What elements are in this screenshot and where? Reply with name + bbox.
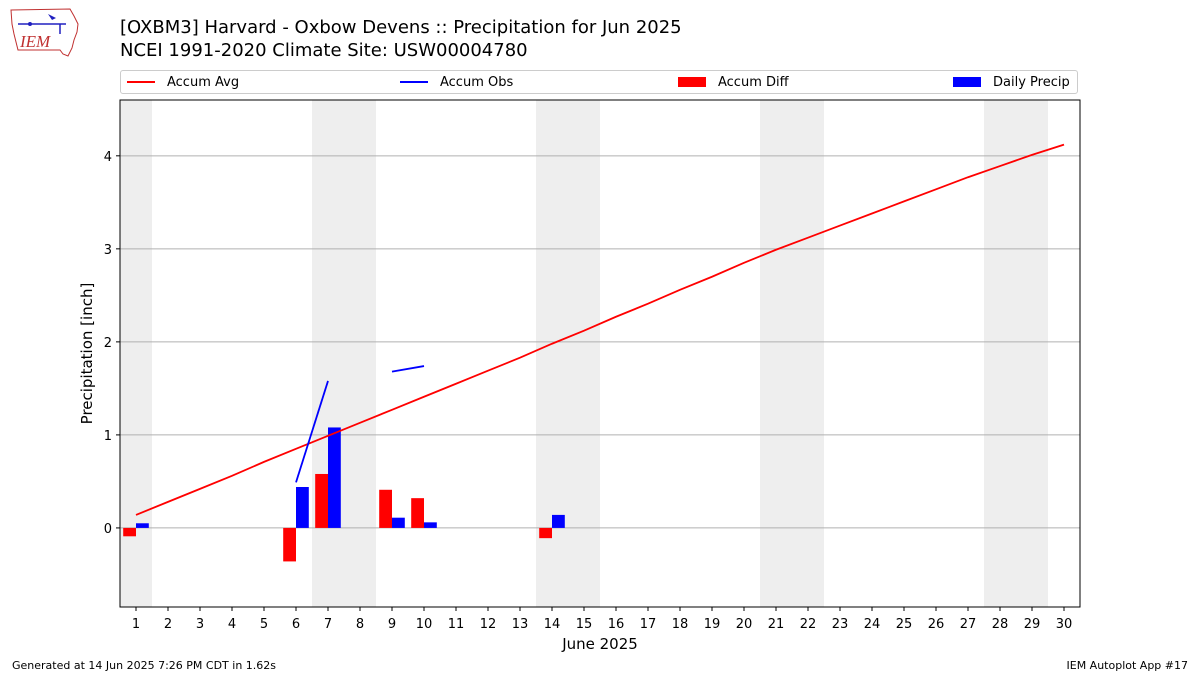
x-tick-label: 2 xyxy=(164,617,172,632)
logo-text: IEM xyxy=(19,32,51,51)
x-tick-label: 27 xyxy=(960,617,977,632)
grid-lines xyxy=(120,155,1080,529)
y-tick-label: 3 xyxy=(104,243,112,258)
legend-swatch-daily-precip xyxy=(953,76,981,87)
x-tick-label: 6 xyxy=(292,617,300,632)
x-tick-label: 25 xyxy=(896,617,913,632)
legend-item-daily-precip: Daily Precip xyxy=(953,74,1070,92)
accum-diff-bar xyxy=(379,489,392,528)
legend: Accum Avg Accum Obs Accum Diff Daily Pre… xyxy=(120,70,1078,94)
accum-avg-line xyxy=(135,143,1065,516)
legend-item-accum-obs: Accum Obs xyxy=(400,74,513,92)
x-tick-label: 3 xyxy=(196,617,204,632)
x-tick-label: 21 xyxy=(768,617,785,632)
x-axis: 1 2 3 4 5 6 7 8 9 10 11 12 13 14 15 16 17 18 19 20 21 22 23 24 2… xyxy=(132,607,1072,632)
daily-precip-bar xyxy=(136,523,149,528)
daily-precip-bar xyxy=(552,514,565,528)
legend-label-accum-diff: Accum Diff xyxy=(718,75,789,90)
x-tick-label: 9 xyxy=(388,617,396,632)
plot-frame xyxy=(119,99,1081,608)
accum-diff-bar xyxy=(123,527,136,537)
series-lines xyxy=(135,143,1065,516)
x-tick-label: 1 xyxy=(132,617,140,632)
weekend-band xyxy=(984,100,1016,607)
iem-logo: IEM xyxy=(10,8,79,57)
x-tick-label: 14 xyxy=(544,617,561,632)
weekend-band xyxy=(760,100,792,607)
chart-subtitle: NCEI 1991-2020 Climate Site: USW00004780 xyxy=(120,40,528,61)
daily-precip-bar xyxy=(328,427,341,528)
x-tick-label: 23 xyxy=(832,617,849,632)
footer-generated: Generated at 14 Jun 2025 7:26 PM CDT in … xyxy=(12,659,277,672)
weekend-shading xyxy=(120,100,1048,607)
legend-item-accum-avg: Accum Avg xyxy=(127,74,239,92)
state-outline-icon xyxy=(10,8,79,57)
accum-diff-bar xyxy=(539,527,552,539)
legend-swatch-accum-diff xyxy=(678,76,706,87)
legend-label-daily-precip: Daily Precip xyxy=(993,75,1070,90)
x-tick-label: 24 xyxy=(864,617,881,632)
daily-precip-bar xyxy=(392,517,405,528)
legend-label-accum-avg: Accum Avg xyxy=(167,75,240,90)
x-tick-label: 5 xyxy=(260,617,268,632)
y-tick-label: 2 xyxy=(104,336,112,351)
accum-diff-bar xyxy=(315,473,328,528)
x-tick-label: 18 xyxy=(672,617,689,632)
x-tick-label: 29 xyxy=(1024,617,1041,632)
weekend-band xyxy=(568,100,600,607)
accum-obs-line xyxy=(391,365,425,373)
daily-precip-bar xyxy=(424,522,437,528)
x-tick-label: 12 xyxy=(480,617,497,632)
x-axis-label: June 2025 xyxy=(561,635,638,653)
x-tick-label: 22 xyxy=(800,617,817,632)
y-tick-label: 4 xyxy=(104,150,112,165)
x-tick-label: 17 xyxy=(640,617,657,632)
legend-item-accum-diff: Accum Diff xyxy=(678,74,789,92)
y-axis: 0 1 2 3 4 xyxy=(104,150,120,537)
accum-obs-line xyxy=(295,380,329,483)
legend-swatch-accum-avg xyxy=(127,80,155,83)
x-tick-label: 4 xyxy=(228,617,236,632)
daily-precip-bar xyxy=(296,486,309,528)
accum-diff-bar xyxy=(411,498,424,528)
x-tick-label: 7 xyxy=(324,617,332,632)
x-tick-label: 19 xyxy=(704,617,721,632)
y-tick-label: 1 xyxy=(104,429,112,444)
legend-label-accum-obs: Accum Obs xyxy=(440,75,514,90)
weekend-band xyxy=(344,100,376,607)
y-axis-label: Precipitation [inch] xyxy=(78,283,96,425)
weekend-band xyxy=(792,100,824,607)
x-tick-label: 8 xyxy=(356,617,364,632)
weekend-band xyxy=(312,100,344,607)
x-tick-label: 13 xyxy=(512,617,529,632)
x-tick-label: 30 xyxy=(1056,617,1073,632)
legend-swatch-accum-obs xyxy=(400,80,428,83)
accum-diff-bar xyxy=(283,527,296,562)
x-tick-label: 20 xyxy=(736,617,753,632)
x-tick-label: 26 xyxy=(928,617,945,632)
x-tick-label: 28 xyxy=(992,617,1009,632)
footer-app: IEM Autoplot App #17 xyxy=(1066,659,1189,672)
x-tick-label: 11 xyxy=(448,617,465,632)
x-tick-label: 15 xyxy=(576,617,593,632)
x-tick-label: 10 xyxy=(416,617,433,632)
weekend-band xyxy=(1016,100,1048,607)
bars xyxy=(123,427,565,562)
x-tick-label: 16 xyxy=(608,617,625,632)
weekend-band xyxy=(120,100,152,607)
chart-title: [OXBM3] Harvard - Oxbow Devens :: Precip… xyxy=(120,17,682,38)
y-tick-label: 0 xyxy=(104,522,112,537)
